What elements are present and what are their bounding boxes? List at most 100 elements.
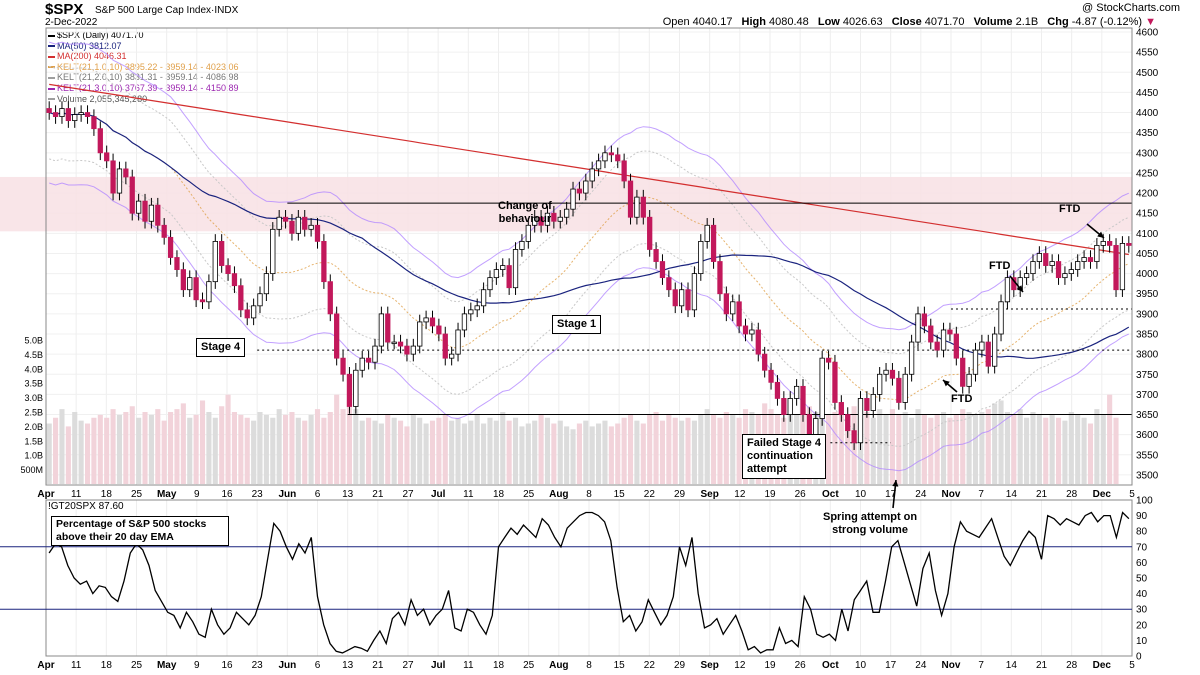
- candle-body: [193, 277, 199, 301]
- candle-body: [985, 341, 991, 367]
- candle-body: [142, 200, 148, 222]
- volume-tick-label: 2.5B: [24, 408, 43, 418]
- keltner-lower: [49, 182, 1130, 472]
- volume-bar: [998, 400, 1004, 484]
- volume-bar: [1004, 412, 1010, 484]
- candle-body: [289, 220, 295, 234]
- close-label: Close: [891, 16, 922, 28]
- x-tick-label: 11: [71, 660, 82, 671]
- price-legend: $SPX (Daily) 4071.70 MA(50) 3812.07 MA(2…: [48, 30, 238, 104]
- volume-bar: [602, 420, 608, 484]
- candle-body: [250, 305, 257, 319]
- candle-body: [870, 394, 876, 411]
- candle-body: [206, 281, 212, 303]
- candle-body: [244, 309, 250, 319]
- x-tick-label: 21: [1036, 489, 1048, 500]
- volume-bar: [538, 414, 544, 484]
- x-tick-label: 25: [131, 660, 143, 671]
- volume-bar: [78, 420, 84, 484]
- volume-bar: [596, 423, 602, 484]
- candle-body: [678, 289, 685, 307]
- stockcharts-logo: @ StockCharts.com: [1082, 2, 1180, 14]
- volume-bar: [231, 412, 238, 484]
- legend-swatch: [48, 77, 55, 79]
- candle-body: [238, 285, 244, 311]
- volume-bar: [506, 420, 512, 484]
- candle-body: [896, 377, 902, 403]
- candle-body: [493, 269, 500, 279]
- candle-body: [1094, 245, 1100, 262]
- candle-body: [1036, 253, 1043, 262]
- volume-bar: [717, 417, 723, 484]
- candle-body: [72, 114, 78, 122]
- candle-body: [992, 333, 998, 367]
- volume-bar: [934, 414, 940, 484]
- volume-bar: [283, 414, 289, 484]
- candle-body: [148, 204, 155, 222]
- volume-bar: [314, 409, 321, 484]
- y-tick-label: 4600: [1136, 28, 1159, 39]
- volume-bar: [647, 414, 653, 484]
- candle-body: [180, 269, 186, 291]
- arrowhead-icon: [943, 380, 950, 387]
- volume-bar: [289, 412, 295, 484]
- candle-body: [410, 345, 416, 355]
- candle-body: [359, 357, 365, 371]
- candle-body: [666, 277, 672, 291]
- x-tick-label: 18: [493, 489, 505, 500]
- x-tick-label: 16: [221, 660, 233, 671]
- symbol-description: S&P 500 Large Cap Index·INDX: [95, 5, 239, 16]
- volume-tick-label: 500M: [20, 465, 43, 475]
- volume-bar: [180, 403, 186, 484]
- volume-bar: [1043, 417, 1049, 484]
- legend-item-price: $SPX (Daily) 4071.70: [48, 30, 238, 41]
- candle-body: [634, 196, 640, 218]
- x-tick-label: 25: [523, 489, 535, 500]
- candle-body: [825, 357, 832, 363]
- volume-bar: [397, 420, 404, 484]
- candle-body: [704, 224, 710, 242]
- legend-item-volume: Volume 2,055,345,280: [48, 94, 238, 105]
- volume-bar: [155, 409, 161, 484]
- x-tick-label: 12: [734, 489, 746, 500]
- volume-bar: [826, 414, 832, 484]
- volume-bar: [966, 412, 972, 484]
- volume-bar: [685, 417, 691, 484]
- volume-bar: [902, 412, 908, 484]
- x-tick-label: 21: [1036, 660, 1048, 671]
- candle-body: [199, 299, 206, 303]
- volume-bar: [883, 414, 889, 484]
- candle-body: [78, 112, 84, 115]
- y-tick-label: 3500: [1136, 470, 1159, 481]
- candle-body: [442, 333, 448, 359]
- x-tick-label: 17: [885, 660, 897, 671]
- volume-bar: [442, 414, 448, 484]
- candle-body: [621, 160, 627, 182]
- volume-bar: [698, 414, 704, 484]
- candle-body: [404, 345, 410, 355]
- candle-body: [340, 357, 346, 375]
- volume-bar: [730, 414, 736, 484]
- candle-body: [589, 168, 595, 182]
- y-tick-label: 4100: [1136, 229, 1159, 240]
- volume-bar: [91, 417, 97, 484]
- candle-body: [219, 241, 225, 266]
- candle-body: [500, 265, 506, 270]
- volume-bar: [832, 412, 838, 484]
- change-of-behaviour-label: Change of behaviour: [498, 200, 552, 225]
- volume-bar: [302, 420, 308, 484]
- volume-bar: [992, 403, 998, 484]
- symbol-title: $SPX: [45, 1, 84, 18]
- x-tick-label: 8: [586, 660, 592, 671]
- volume-bar: [889, 409, 895, 484]
- arrowhead-icon: [1097, 231, 1104, 238]
- volume-bar: [525, 423, 531, 484]
- volume-bar: [487, 417, 493, 484]
- volume-bar: [1062, 420, 1068, 484]
- x-tick-label: 14: [1006, 489, 1018, 500]
- volume-bar: [532, 420, 538, 484]
- volume-bar: [570, 429, 576, 484]
- candle-body: [832, 361, 838, 403]
- volume-bar: [53, 417, 59, 484]
- keltner-mid-lower: [49, 158, 1130, 448]
